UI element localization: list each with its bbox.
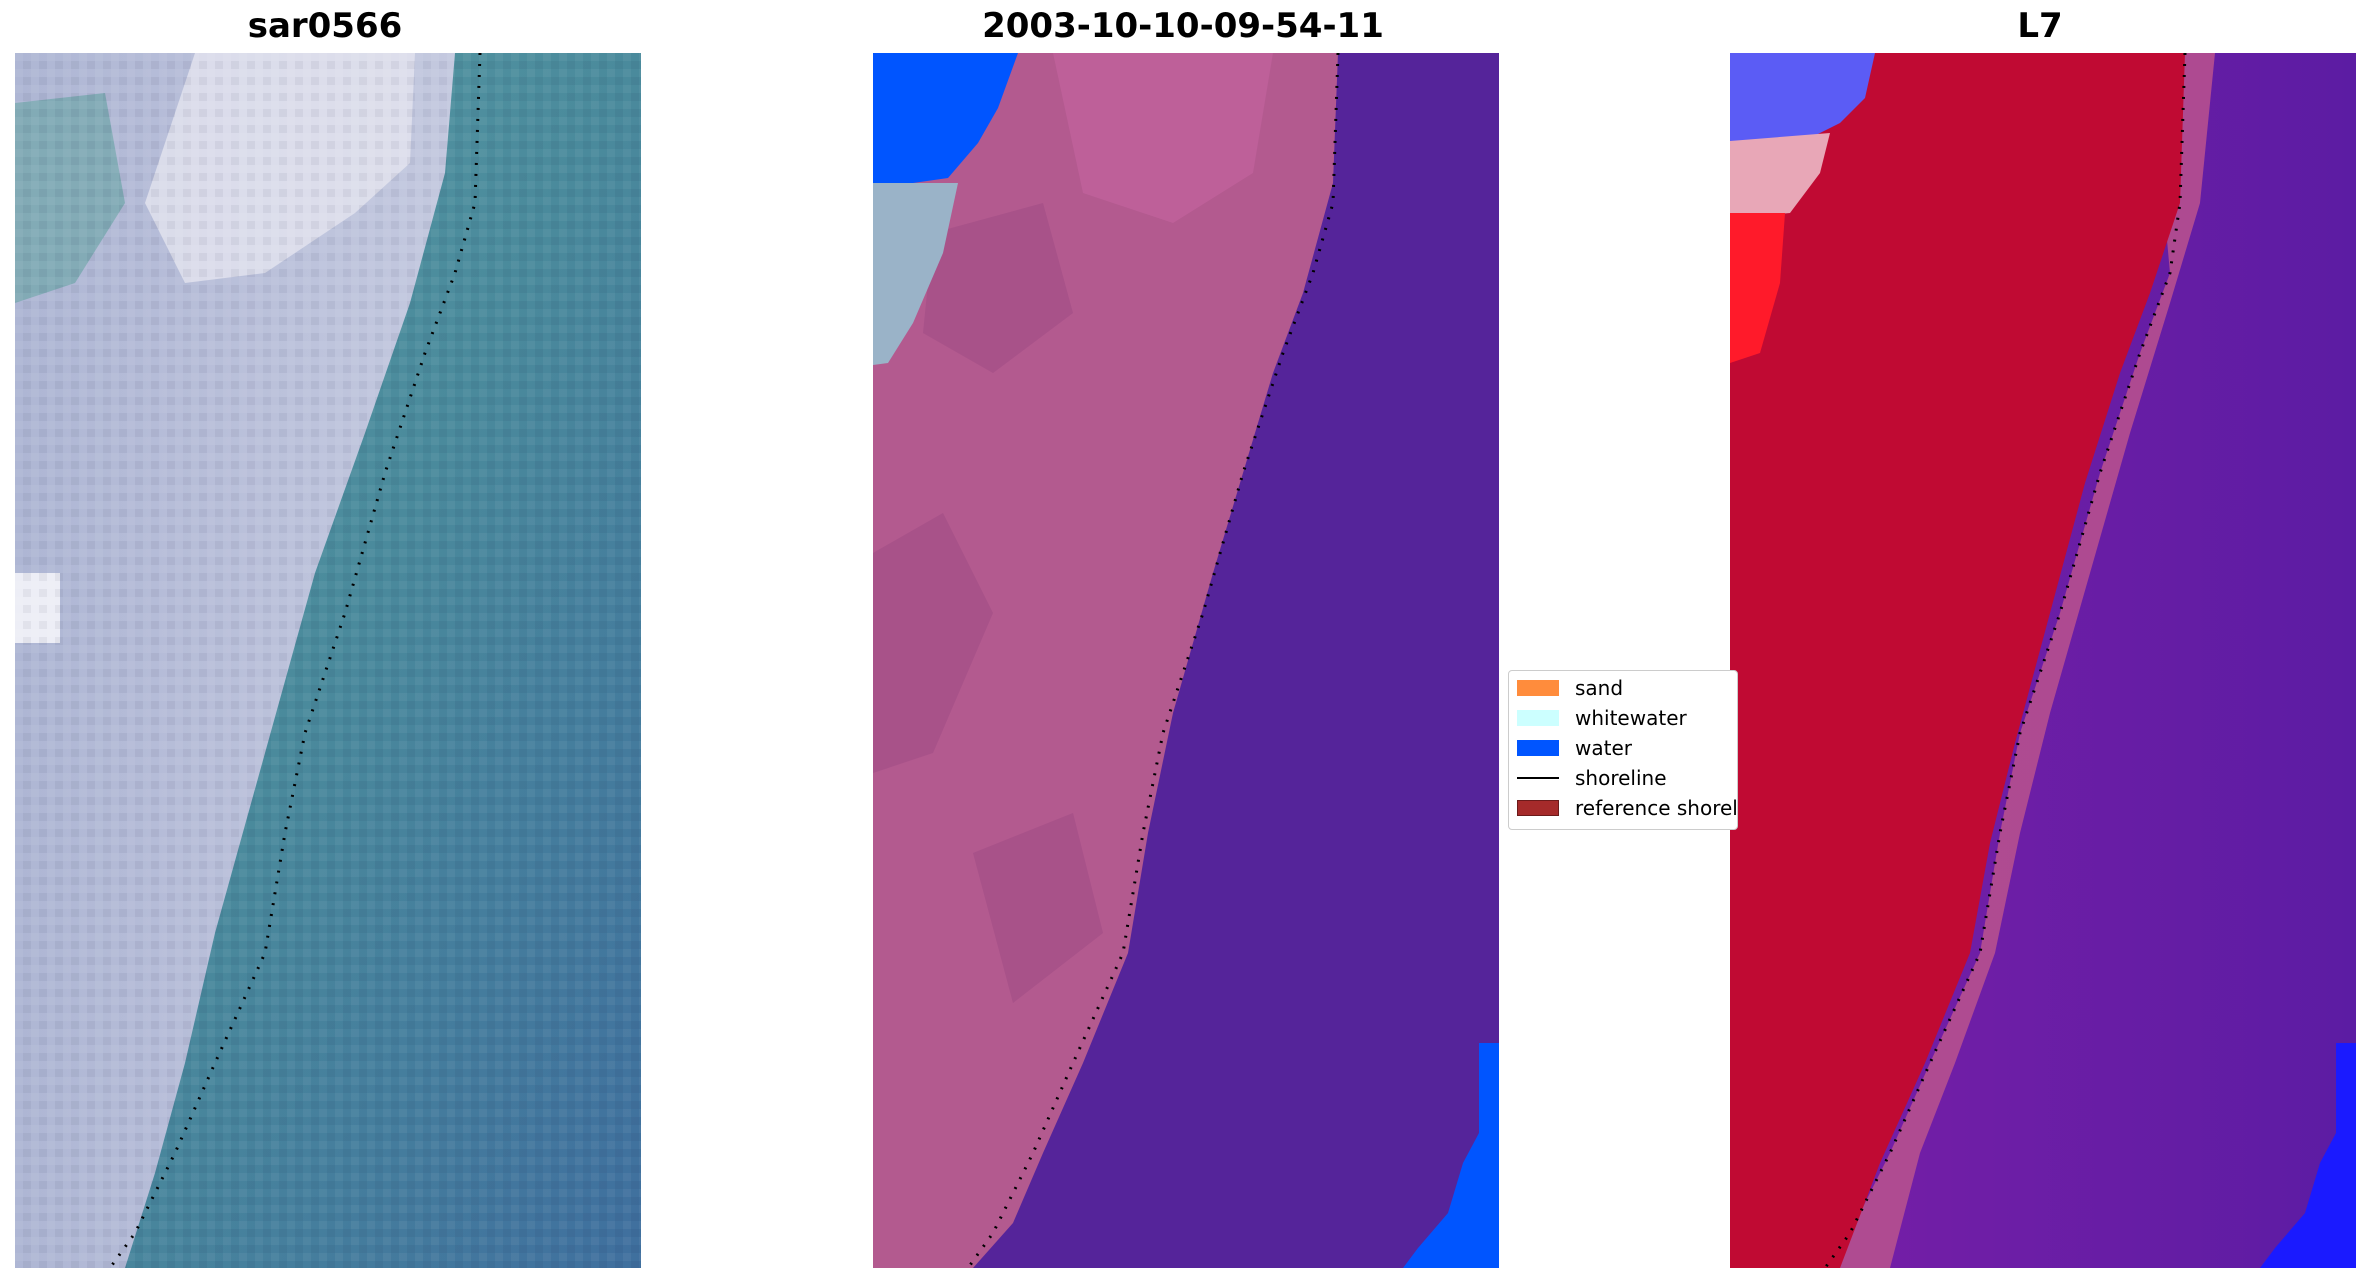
legend-item-water: water xyxy=(1517,735,1632,761)
panel-title-date: 2003-10-10-09-54-11 xyxy=(982,6,1384,46)
shoreline-swatch xyxy=(1517,777,1559,779)
water-blue-bottomright xyxy=(2260,1043,2356,1268)
sand-texture xyxy=(873,203,1103,1003)
shoreline xyxy=(1823,53,2187,1268)
bright-red-patch xyxy=(1730,213,1785,363)
water-blue-topleft xyxy=(1730,53,1875,143)
water-blue-bottomright xyxy=(1403,1043,1499,1268)
legend-item-shoreline: shoreline xyxy=(1517,765,1667,791)
panel-title-satellite: L7 xyxy=(2017,6,2063,46)
water-blue-topleft xyxy=(873,53,1018,183)
sand-highlight xyxy=(1053,53,1273,223)
legend-label-sand: sand xyxy=(1575,676,1624,700)
legend-label-whitewater: whitewater xyxy=(1575,706,1687,730)
legend-label-shoreline: shoreline xyxy=(1575,766,1667,790)
legend: sand whitewater water shoreline referenc… xyxy=(1508,670,1738,830)
index-image-panel xyxy=(1730,53,2356,1268)
whitewater-topleft xyxy=(1730,133,1830,218)
whitewater-swatch xyxy=(1517,710,1559,726)
water-swatch xyxy=(1517,740,1559,756)
legend-label-water: water xyxy=(1575,736,1632,760)
rgb-image-panel xyxy=(15,53,641,1268)
legend-label-reference-shoreline: reference shoreline xyxy=(1575,796,1738,820)
legend-item-whitewater: whitewater xyxy=(1517,705,1687,731)
sand-index xyxy=(1730,53,2185,1268)
classified-image-panel xyxy=(873,53,1499,1268)
legend-item-reference-shoreline: reference shoreline xyxy=(1517,795,1738,821)
panel-title-rgb: sar0566 xyxy=(247,6,403,46)
legend-item-sand: sand xyxy=(1517,675,1623,701)
sand-swatch xyxy=(1517,680,1559,696)
reference-shoreline-swatch xyxy=(1517,800,1559,816)
whitewater-topleft xyxy=(873,183,958,365)
